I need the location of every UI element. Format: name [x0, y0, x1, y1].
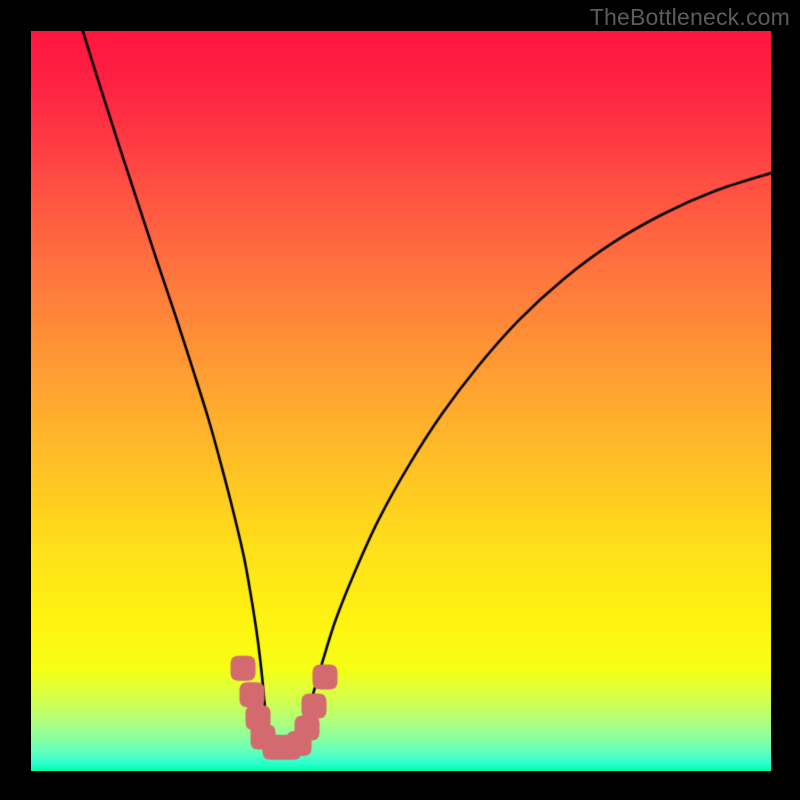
figure: TheBottleneck.com [0, 0, 800, 800]
plot-area [31, 31, 771, 771]
curve-layer [31, 31, 771, 771]
watermark-text: TheBottleneck.com [590, 4, 790, 31]
